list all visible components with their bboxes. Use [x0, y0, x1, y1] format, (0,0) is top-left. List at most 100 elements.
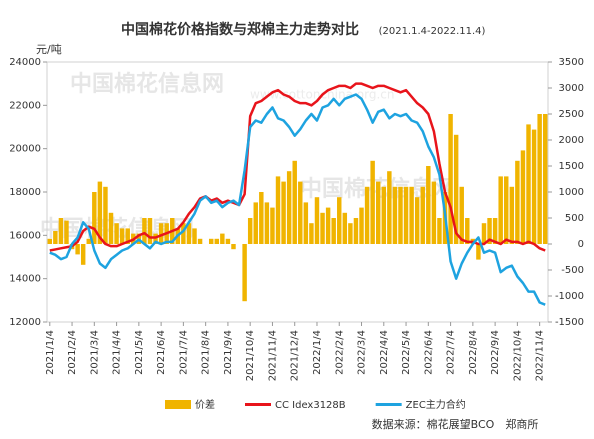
y2-tick-label: 0	[578, 239, 584, 250]
bar	[364, 186, 370, 244]
bar	[75, 244, 80, 255]
y-tick-label: 22000	[9, 100, 41, 111]
x-tick-label: 2022/6/4	[423, 330, 434, 375]
bar	[398, 186, 403, 244]
y2-tick-label: 2500	[559, 109, 584, 120]
bar	[481, 223, 487, 244]
x-tick-label: 2021/9/4	[223, 330, 234, 375]
bar	[370, 160, 375, 244]
bar	[492, 218, 498, 244]
bar	[142, 218, 147, 244]
y-axis-label: 元/吨	[36, 43, 62, 56]
bar	[242, 244, 247, 302]
bar	[448, 114, 453, 244]
legend-swatch	[165, 400, 191, 409]
source-note: 数据来源：棉花展望BCO 郑商所	[372, 417, 539, 431]
bar	[225, 238, 231, 244]
bar	[292, 160, 297, 244]
watermark: 中国棉花信息网	[70, 71, 224, 97]
bar	[526, 124, 531, 244]
x-tick-label: 2022/1/4	[312, 330, 323, 375]
y-tick-label: 24000	[9, 57, 41, 68]
bar	[337, 197, 342, 244]
legend-label: CC Idex3128B	[275, 400, 346, 411]
x-tick-label: 2022/10/4	[512, 330, 523, 381]
x-tick-label: 2021/11/4	[267, 330, 278, 381]
x-tick-label: 2022/3/4	[357, 330, 368, 375]
bar	[459, 186, 464, 244]
x-tick-label: 2021/12/4	[290, 330, 301, 381]
y2-tick-label: 3000	[559, 83, 584, 94]
bar	[498, 176, 503, 244]
bar	[381, 186, 387, 244]
x-tick-label: 2021/3/4	[89, 330, 100, 375]
y-tick-label: 18000	[9, 187, 41, 198]
bar	[281, 181, 286, 244]
bar	[158, 223, 164, 244]
bar	[286, 171, 292, 244]
bar	[476, 244, 481, 260]
bar	[231, 244, 236, 250]
bar	[298, 181, 303, 244]
bar	[259, 192, 264, 244]
bar	[80, 244, 86, 265]
bar	[53, 231, 58, 244]
bar	[92, 192, 97, 244]
bar	[314, 197, 320, 244]
bar	[220, 233, 225, 244]
y2-tick-label: -500	[561, 265, 584, 276]
bar	[181, 223, 186, 244]
y-tick-label: 16000	[9, 230, 41, 241]
y2-tick-label: 500	[565, 213, 584, 224]
y-tick-label: 20000	[9, 144, 41, 155]
chart-title: 中国棉花价格指数与郑棉主力走势对比	[121, 21, 359, 38]
bar	[275, 176, 281, 244]
bar	[392, 186, 398, 244]
x-tick-label: 2021/8/4	[201, 330, 212, 375]
bar	[108, 212, 114, 244]
x-tick-label: 2021/7/4	[178, 330, 189, 375]
y2-tick-label: 3500	[559, 57, 584, 68]
bar	[520, 150, 526, 244]
bar	[270, 207, 275, 244]
bar	[504, 176, 509, 244]
bar	[58, 218, 64, 244]
bar	[509, 186, 515, 244]
x-tick-label: 2022/5/4	[401, 330, 412, 375]
x-tick-label: 2021/10/4	[245, 330, 256, 381]
bar	[264, 202, 270, 244]
y-tick-label: 14000	[9, 274, 41, 285]
bar	[186, 223, 192, 244]
bar	[359, 207, 364, 244]
line	[49, 82, 546, 252]
bar	[387, 171, 392, 244]
y2-tick-label: 1500	[559, 161, 584, 172]
bar	[119, 228, 125, 244]
y2-tick-label: 1000	[559, 187, 584, 198]
bar	[325, 207, 331, 244]
x-tick-label: 2022/7/4	[446, 330, 457, 375]
x-tick-label: 2022/2/4	[334, 330, 345, 375]
bar	[465, 218, 470, 244]
bar	[426, 166, 431, 244]
bar	[542, 114, 548, 244]
x-tick-label: 2022/9/4	[490, 330, 501, 375]
y-tick-label: 12000	[9, 317, 41, 328]
bar	[64, 220, 69, 244]
bar	[531, 129, 537, 244]
legend-label: ZEC主力合约	[406, 398, 466, 411]
line	[49, 93, 546, 306]
bar	[420, 186, 425, 244]
bar	[487, 218, 492, 244]
bar	[47, 238, 53, 244]
bar	[247, 218, 253, 244]
x-tick-label: 2021/1/4	[45, 330, 56, 375]
x-tick-label: 2021/2/4	[67, 330, 78, 375]
bar	[331, 218, 336, 244]
bar	[414, 197, 420, 244]
bar	[103, 186, 108, 244]
bar	[125, 228, 130, 244]
bar	[409, 186, 414, 244]
